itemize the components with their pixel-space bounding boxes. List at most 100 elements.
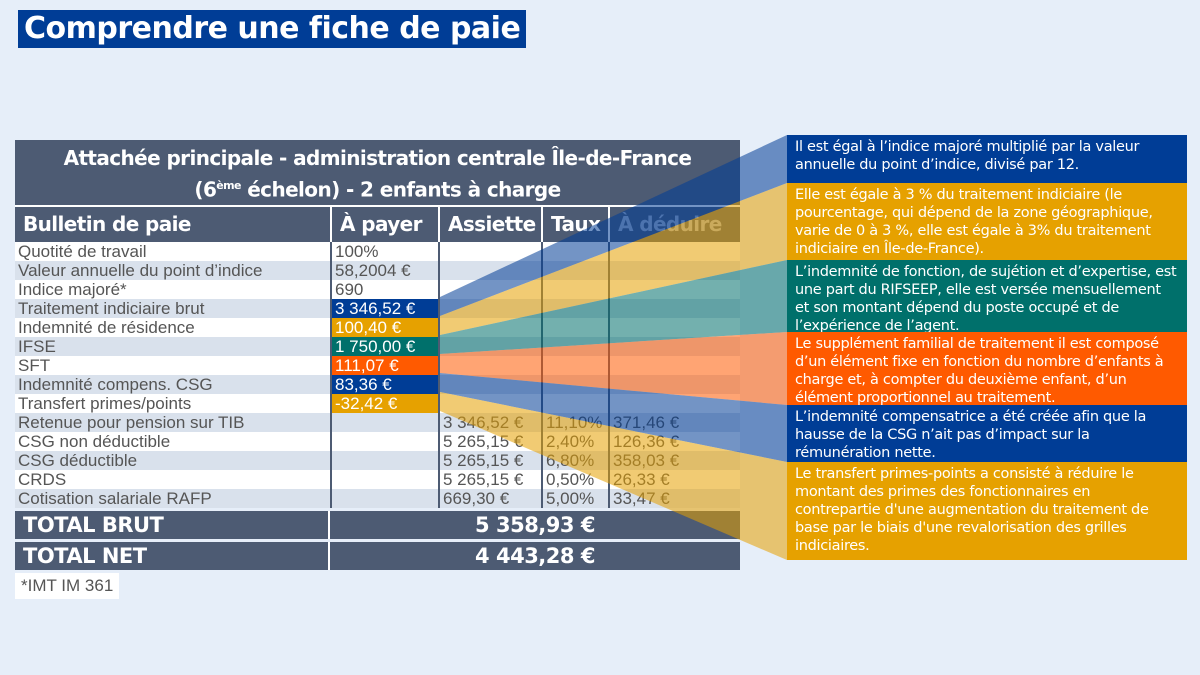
cell-deduct — [610, 394, 740, 413]
total-brut-label: TOTAL BRUT — [15, 511, 330, 539]
explanation-panel: Elle est égale à 3 % du traitement indic… — [787, 183, 1187, 260]
cell-base: 5 265,15 € — [440, 451, 543, 470]
cell-label: Transfert primes/points — [18, 394, 192, 413]
total-brut-row: TOTAL BRUT 5 358,93 € — [15, 511, 740, 539]
cell-pay: 100% — [330, 242, 440, 261]
cell-deduct: 126,36 € — [613, 432, 680, 451]
table-row: Indice majoré* 690 — [15, 280, 740, 299]
cell-pay — [330, 413, 440, 432]
cell-deduct: 26,33 € — [613, 470, 670, 489]
cell-label: CSG déductible — [18, 451, 138, 470]
cell-deduct: 358,03 € — [613, 451, 680, 470]
cell-base — [440, 318, 543, 337]
cell-label: CRDS — [18, 470, 67, 489]
cell-pay: 58,2004 € — [330, 261, 440, 280]
cell-label: Quotité de travail — [18, 242, 147, 261]
heading-post: échelon) - 2 enfants à charge — [240, 177, 561, 202]
cell-rate — [543, 375, 610, 394]
page-title: Comprendre une fiche de paie — [18, 10, 527, 48]
cell-deduct: 33,47 € — [613, 489, 670, 508]
cell-pay: -32,42 € — [330, 394, 440, 413]
cell-rate — [543, 242, 610, 261]
cell-base — [440, 261, 543, 280]
cell-base — [440, 356, 543, 375]
cell-pay: 111,07 € — [330, 356, 440, 375]
cell-deduct — [610, 299, 740, 318]
cell-rate — [543, 280, 610, 299]
cell-pay: 3 346,52 € — [330, 299, 440, 318]
cell-base: 3 346,52 € — [440, 413, 543, 432]
explanation-panel: Il est égal à l’indice majoré multiplié … — [787, 135, 1187, 183]
cell-rate: 0,50% — [543, 470, 610, 489]
cell-rate: 11,10% — [543, 413, 610, 432]
heading-sup: ème — [216, 179, 241, 192]
cell-deduct — [610, 261, 740, 280]
table-row: Indemnité de résidence 100,40 € — [15, 318, 740, 337]
heading-line-1: Attachée principale - administration cen… — [63, 146, 692, 170]
column-headers: Bulletin de paie À payer Assiette Taux À… — [15, 205, 740, 242]
explanation-panel: Le transfert primes-points a consisté à … — [787, 462, 1187, 560]
table-row: IFSE 1 750,00 € — [15, 337, 740, 356]
cell-base — [440, 394, 543, 413]
col-header-rate: Taux — [543, 207, 610, 242]
cell-base: 5 265,15 € — [440, 432, 543, 451]
cell-label: Indemnité compens. CSG — [18, 375, 213, 394]
cell-pay — [330, 470, 440, 489]
table-row: Indemnité compens. CSG 83,36 € — [15, 375, 740, 394]
cell-base — [440, 375, 543, 394]
total-net-label: TOTAL NET — [15, 542, 330, 570]
total-net-row: TOTAL NET 4 443,28 € — [15, 542, 740, 570]
cell-rate — [543, 356, 610, 375]
cell-base: 669,30 € — [440, 489, 543, 508]
cell-rate — [543, 394, 610, 413]
cell-pay — [330, 432, 440, 451]
table-row: Valeur annuelle du point d’indice 58,2004… — [15, 261, 740, 280]
cell-deduct: 371,46 € — [613, 413, 680, 432]
table-heading: Attachée principale - administration cen… — [15, 140, 740, 205]
cell-label: Valeur annuelle du point d’indice — [18, 261, 263, 280]
cell-label: IFSE — [18, 337, 56, 356]
cell-pay: 1 750,00 € — [330, 337, 440, 356]
table-row: Cotisation salariale RAFP 669,30 €5,00% 33… — [15, 489, 740, 508]
cell-rate — [543, 337, 610, 356]
table-body: Quotité de travail 100% Valeur annuelle du… — [15, 242, 740, 508]
cell-rate: 5,00% — [543, 489, 610, 508]
cell-rate: 2,40% — [543, 432, 610, 451]
explanation-panel: L’indemnité de fonction, de sujétion et … — [787, 260, 1187, 334]
cell-deduct — [610, 337, 740, 356]
cell-rate — [543, 299, 610, 318]
table-row: Quotité de travail 100% — [15, 242, 740, 261]
cell-deduct — [610, 242, 740, 261]
cell-base: 5 265,15 € — [440, 470, 543, 489]
table-row: CSG déductible 5 265,15 €6,80% 358,03 € — [15, 451, 740, 470]
total-net-value: 4 443,28 € — [475, 544, 595, 568]
cell-deduct — [610, 356, 740, 375]
cell-pay: 83,36 € — [330, 375, 440, 394]
cell-label: Indemnité de résidence — [18, 318, 195, 337]
cell-rate — [543, 261, 610, 280]
cell-label: Traitement indiciaire brut — [18, 299, 205, 318]
table-row: Traitement indiciaire brut 3 346,52 € — [15, 299, 740, 318]
table-row: Transfert primes/points -32,42 € — [15, 394, 740, 413]
cell-base — [440, 242, 543, 261]
table-row: CSG non déductible 5 265,15 €2,40% 126,36 … — [15, 432, 740, 451]
col-header-pay: À payer — [330, 207, 440, 242]
payslip-table: Attachée principale - administration cen… — [15, 140, 740, 599]
explanation-panel: L’indemnité compensatrice a été créée af… — [787, 405, 1187, 462]
cell-base — [440, 280, 543, 299]
cell-deduct — [610, 280, 740, 299]
heading-pre: (6 — [194, 177, 217, 202]
total-brut-value: 5 358,93 € — [475, 513, 595, 537]
table-row: SFT 111,07 € — [15, 356, 740, 375]
cell-label: CSG non déductible — [18, 432, 171, 451]
cell-deduct — [610, 318, 740, 337]
col-header-base: Assiette — [440, 207, 543, 242]
cell-label: Cotisation salariale RAFP — [18, 489, 212, 508]
table-row: Retenue pour pension sur TIB 3 346,52 €11… — [15, 413, 740, 432]
cell-label: Retenue pour pension sur TIB — [18, 413, 245, 432]
cell-rate: 6,80% — [543, 451, 610, 470]
cell-pay: 100,40 € — [330, 318, 440, 337]
table-row: CRDS 5 265,15 €0,50% 26,33 € — [15, 470, 740, 489]
cell-deduct — [610, 375, 740, 394]
footnote: *IMT IM 361 — [15, 573, 120, 599]
